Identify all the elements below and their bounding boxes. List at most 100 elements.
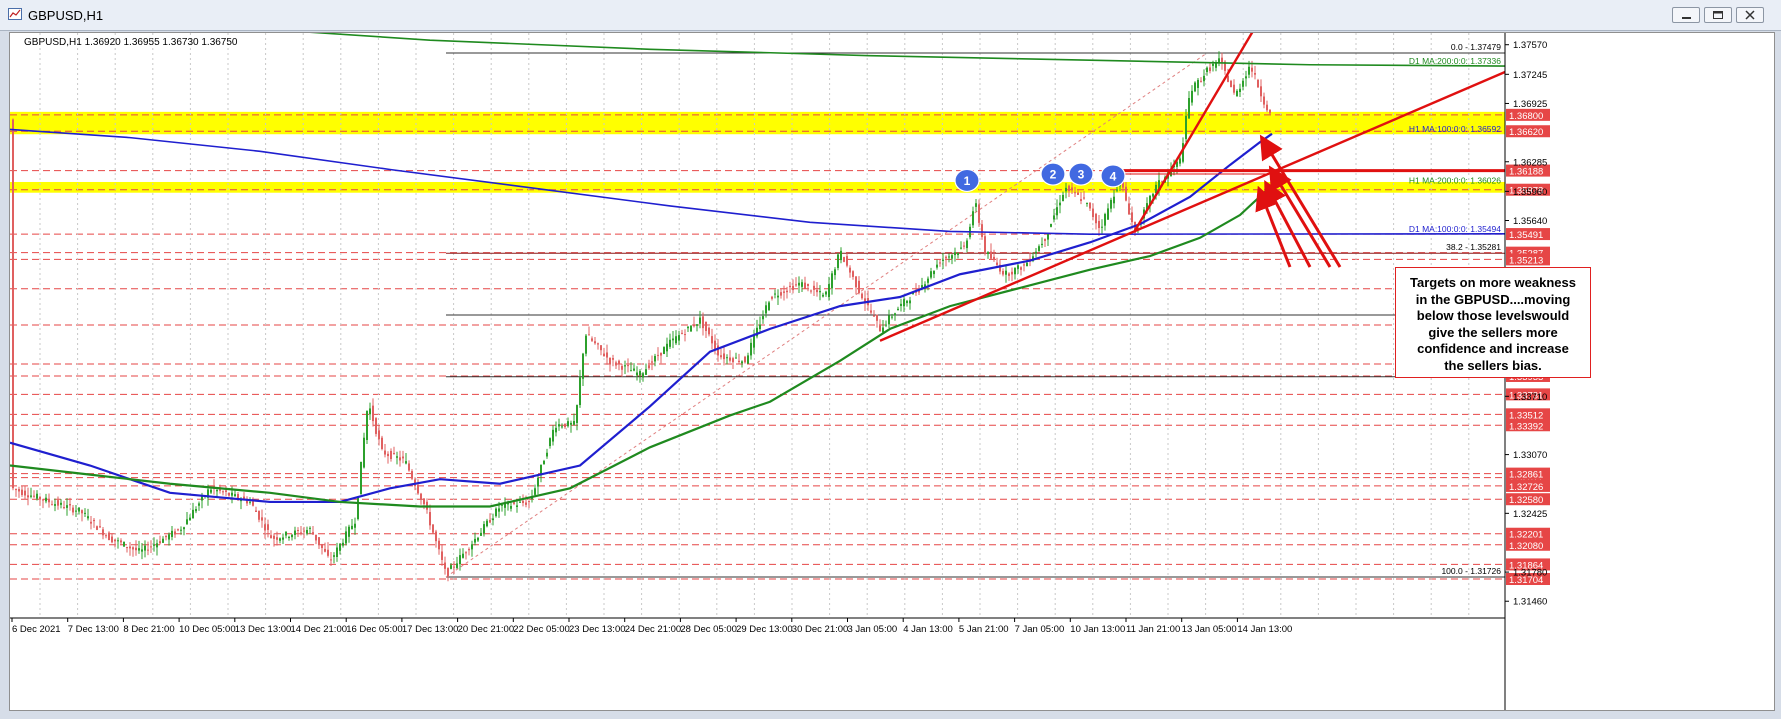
time-tick-label: 22 Dec 05:00 xyxy=(513,624,570,635)
candle-body xyxy=(141,549,143,552)
minimize-button[interactable] xyxy=(1672,7,1700,23)
candle-body xyxy=(822,294,824,297)
candle-body xyxy=(783,291,785,293)
candle-body xyxy=(684,334,686,336)
time-tick-label: 14 Dec 21:00 xyxy=(291,624,348,635)
candle-body xyxy=(336,547,338,557)
candle-body xyxy=(978,204,980,223)
candle-body xyxy=(405,461,407,464)
candle-body xyxy=(96,526,98,530)
level-label: 1.32726 xyxy=(1509,482,1543,493)
candle-body xyxy=(1089,202,1091,209)
close-button[interactable] xyxy=(1736,7,1764,23)
candle-body xyxy=(861,293,863,299)
candle-body xyxy=(42,499,44,501)
candle-body xyxy=(1128,203,1130,215)
candle-body xyxy=(393,453,395,455)
time-tick-label: 8 Dec 21:00 xyxy=(123,624,174,635)
candle-body xyxy=(1203,75,1205,82)
price-tick-label: 1.32425 xyxy=(1513,509,1547,520)
candle-body xyxy=(360,461,362,495)
candle-body xyxy=(882,327,884,333)
price-tick-label: 1.37570 xyxy=(1513,40,1547,51)
candle-body xyxy=(921,285,923,288)
level-label-bg xyxy=(1506,164,1550,177)
candle-body xyxy=(1155,184,1157,194)
candle-body xyxy=(240,499,242,502)
candle-body xyxy=(321,544,323,549)
candle-body xyxy=(651,361,653,363)
candle-body xyxy=(468,549,470,551)
candle-body xyxy=(798,282,800,286)
candle-body xyxy=(525,502,527,505)
candle-body xyxy=(849,267,851,273)
candle-body xyxy=(294,530,296,535)
annotation-line: give the sellers more xyxy=(1428,324,1558,340)
close-icon xyxy=(1745,10,1755,20)
candle-body xyxy=(1116,189,1118,191)
candle-body xyxy=(309,527,311,529)
candle-body xyxy=(378,430,380,440)
candle-body xyxy=(540,464,542,476)
candle-body xyxy=(1212,63,1214,66)
candle-body xyxy=(606,352,608,358)
candle-body xyxy=(384,450,386,455)
candle-body xyxy=(522,500,524,503)
candle-body xyxy=(1197,79,1199,88)
candle-body xyxy=(987,252,989,255)
candle-body xyxy=(894,313,896,316)
candle-body xyxy=(1041,243,1043,246)
time-tick-label: 5 Jan 21:00 xyxy=(959,624,1009,635)
candle-body xyxy=(1005,270,1007,275)
candle-body xyxy=(36,493,38,499)
candle-body xyxy=(51,504,53,506)
candle-body xyxy=(576,405,578,423)
price-tick-label: 1.33710 xyxy=(1513,392,1547,403)
candle-body xyxy=(429,512,431,526)
candle-body xyxy=(144,545,146,551)
candle-body xyxy=(948,256,950,258)
candle-body xyxy=(1179,158,1181,164)
candle-body xyxy=(720,355,722,358)
candle-body xyxy=(498,508,500,512)
candle-body xyxy=(744,356,746,363)
candle-body xyxy=(654,355,656,362)
candle-body xyxy=(459,555,461,565)
restore-button[interactable] xyxy=(1704,7,1732,23)
candle-body xyxy=(27,495,29,498)
candle-body xyxy=(510,505,512,509)
level-label: 1.33392 xyxy=(1509,421,1543,432)
marker-bubble xyxy=(1040,162,1066,186)
candle-body xyxy=(150,546,152,548)
candle-body xyxy=(1110,199,1112,209)
candle-body xyxy=(738,360,740,363)
candle-body xyxy=(732,358,734,363)
candle-body xyxy=(846,256,848,266)
candle-body xyxy=(1107,208,1109,220)
candle-body xyxy=(696,324,698,326)
time-tick-label: 7 Jan 05:00 xyxy=(1015,624,1065,635)
candle-body xyxy=(966,240,968,249)
candle-body xyxy=(333,555,335,557)
ma-line-d1-200 xyxy=(309,33,1506,67)
candle-body xyxy=(627,365,629,367)
chart-area[interactable]: 1.36800 1.36620 1.36188 1.35978 1.35491 1.352… xyxy=(9,32,1775,711)
candle-body xyxy=(330,559,332,561)
candle-body xyxy=(63,507,65,509)
candle-body xyxy=(1146,203,1148,211)
candle-body xyxy=(363,437,365,468)
candle-body xyxy=(681,332,683,334)
candle-body xyxy=(1200,80,1202,82)
candle-body xyxy=(381,437,383,449)
candle-body xyxy=(348,526,350,537)
candle-body xyxy=(1224,61,1226,71)
candle-body xyxy=(1134,221,1136,233)
candle-body xyxy=(123,541,125,547)
candle-body xyxy=(774,293,776,295)
time-tick-label: 16 Dec 05:00 xyxy=(346,624,403,635)
candle-body xyxy=(864,298,866,304)
candle-body xyxy=(300,532,302,534)
level-label-bg xyxy=(1506,183,1550,196)
candle-body xyxy=(324,548,326,552)
candle-body xyxy=(54,504,56,506)
